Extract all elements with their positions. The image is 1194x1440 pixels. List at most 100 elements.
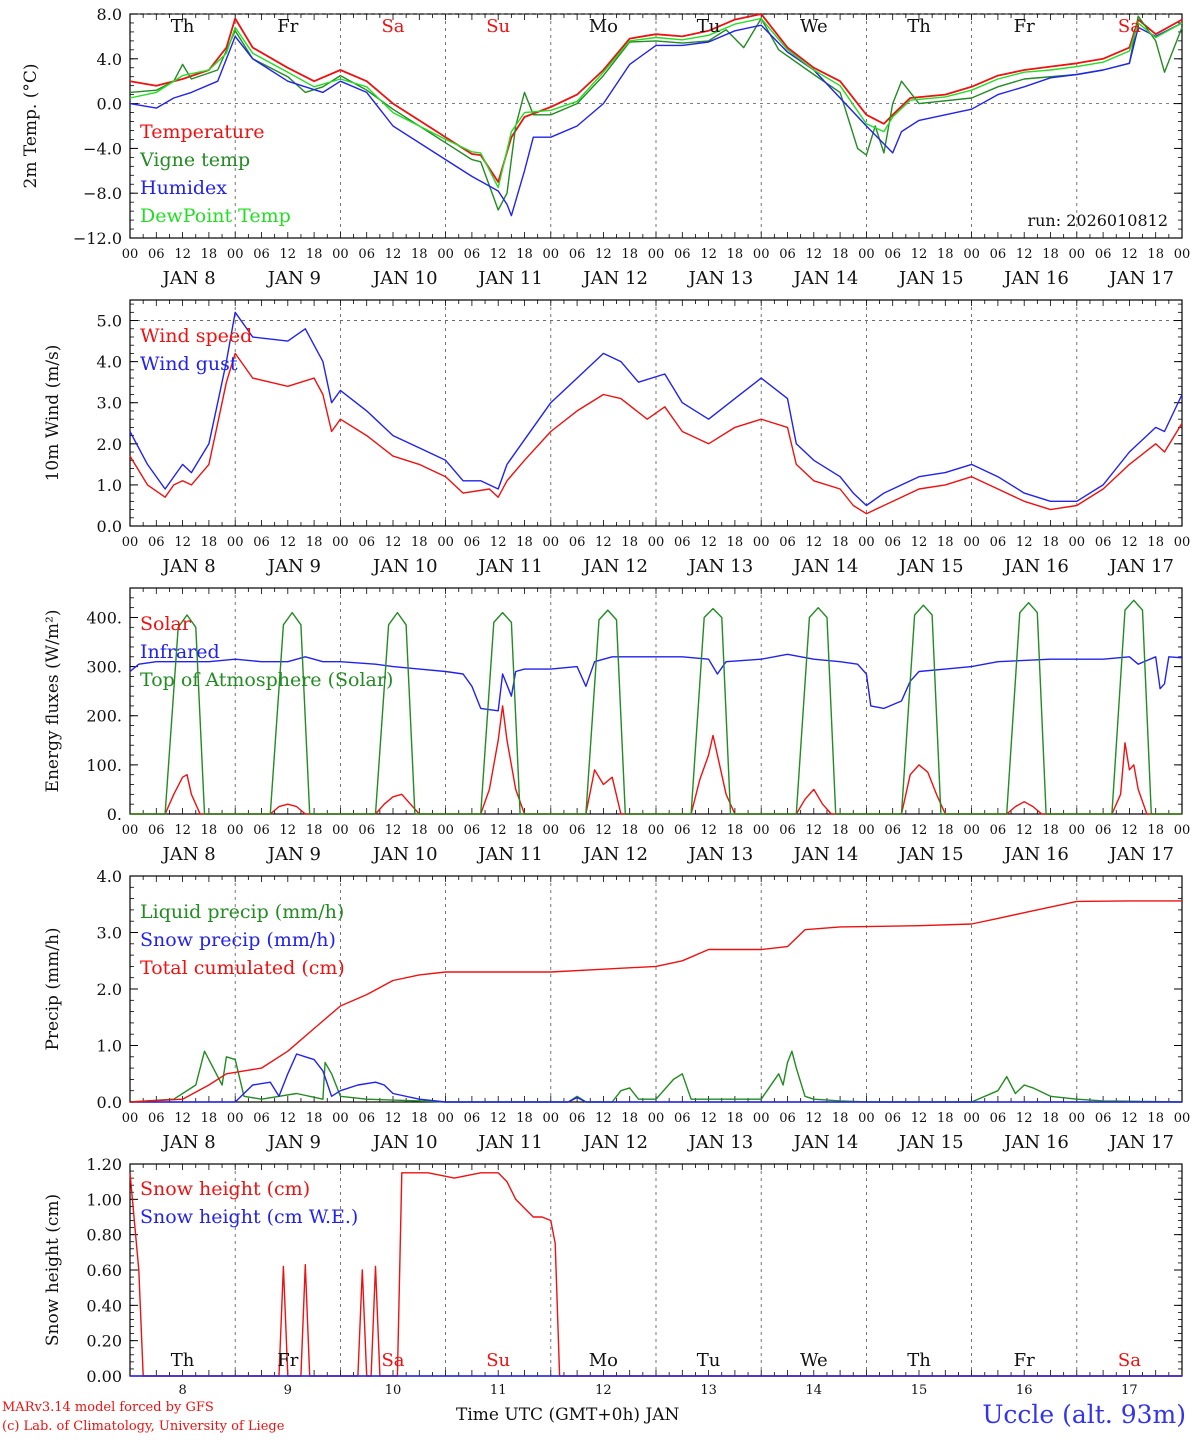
x-hour-label: 12	[911, 247, 928, 262]
x-date-label: JAN 9	[266, 1132, 321, 1153]
x-hour-label: 12	[806, 247, 823, 262]
day-number-label: 15	[911, 1383, 928, 1395]
x-hour-label: 18	[201, 247, 218, 262]
legend-entry: Liquid precip (mm/h)	[140, 901, 344, 923]
legend-entry: Snow precip (mm/h)	[140, 929, 336, 951]
day-number-label: 13	[700, 1383, 717, 1395]
x-hour-label: 12	[385, 247, 402, 262]
y-axis-label: 2m Temp. (°C)	[21, 63, 41, 188]
x-hour-label: 12	[1121, 1111, 1138, 1126]
x-hour-label: 06	[464, 823, 481, 838]
x-hour-label: 12	[911, 535, 928, 550]
x-hour-label: 12	[1016, 1111, 1033, 1126]
x-date-label: JAN 13	[687, 556, 754, 577]
x-hour-label: 06	[1095, 823, 1112, 838]
x-hour-label: 00	[1069, 535, 1086, 550]
x-hour-label: 00	[332, 535, 349, 550]
x-hour-label: 06	[358, 247, 375, 262]
day-number-label: 8	[178, 1383, 186, 1395]
x-hour-label: 06	[569, 247, 586, 262]
x-hour-label: 12	[806, 823, 823, 838]
series-line-liquid-precip-mm-h	[129, 1050, 1183, 1103]
x-date-label: JAN 11	[476, 1132, 543, 1153]
x-hour-label: 18	[937, 823, 954, 838]
day-number-label: 10	[385, 1383, 402, 1395]
x-hour-label: 12	[490, 535, 507, 550]
x-hour-label: 12	[595, 823, 612, 838]
x-hour-label: 00	[437, 1111, 454, 1126]
x-hour-label: 00	[753, 535, 770, 550]
model-credit-line1: MARv3.14 model forced by GFS	[2, 1400, 214, 1415]
x-hour-label: 12	[280, 247, 297, 262]
x-hour-label: 06	[358, 823, 375, 838]
x-hour-label: 06	[779, 247, 796, 262]
x-hour-label: 00	[122, 823, 139, 838]
y-axis-label: Precip (mm/h)	[43, 927, 63, 1050]
meteogram-figure: −12.0 −8.0 −4.0 0.0 4.0 8.0 2m Temp. (°C) 00 06 1…	[21, 5, 1191, 1395]
x-hour-label: 18	[1042, 535, 1059, 550]
x-hour-label: 06	[884, 535, 901, 550]
x-hour-label: 00	[1174, 823, 1191, 838]
x-hour-label: 12	[1016, 247, 1033, 262]
x-hour-label: 06	[569, 823, 586, 838]
day-name-label: Tu	[697, 1350, 721, 1371]
x-date-label: JAN 8	[161, 556, 216, 577]
x-hour-label: 18	[621, 823, 638, 838]
x-date-label: JAN 9	[266, 268, 321, 289]
series-line-dewpoint-temp	[129, 17, 1183, 189]
x-hour-label: 12	[174, 535, 191, 550]
day-name-label: We	[800, 1350, 828, 1371]
day-name-label: Sa	[1118, 1350, 1141, 1371]
day-name-label: Th	[907, 1350, 931, 1371]
x-hour-label: 06	[884, 1111, 901, 1126]
x-hour-label: 06	[990, 247, 1007, 262]
day-name-label: Su	[486, 16, 510, 37]
x-hour-label: 06	[990, 1111, 1007, 1126]
y-axis-label: Snow height (cm)	[43, 1194, 63, 1346]
day-name-label: Mo	[589, 1350, 618, 1371]
x-date-label: JAN 17	[1107, 844, 1174, 865]
x-hour-label: 00	[858, 823, 875, 838]
x-hour-label: 00	[858, 1111, 875, 1126]
x-date-label: JAN 14	[792, 1132, 859, 1153]
x-hour-label: 12	[1121, 823, 1138, 838]
x-hour-label: 06	[884, 247, 901, 262]
x-hour-label: 12	[806, 535, 823, 550]
legend-entry: Vigne temp	[139, 149, 250, 171]
y-tick-label: 2.0	[97, 435, 122, 454]
x-hour-label: 18	[1042, 823, 1059, 838]
x-hour-label: 00	[437, 535, 454, 550]
x-hour-label: 06	[674, 823, 691, 838]
run-label: run: 2026010812	[1027, 211, 1168, 230]
x-hour-label: 00	[1069, 247, 1086, 262]
x-hour-label: 12	[1016, 535, 1033, 550]
x-hour-label: 00	[963, 823, 980, 838]
day-name-label: Sa	[381, 16, 404, 37]
x-hour-label: 18	[411, 1111, 428, 1126]
x-hour-label: 12	[174, 247, 191, 262]
x-date-label: JAN 11	[476, 844, 543, 865]
x-hour-label: 06	[464, 535, 481, 550]
x-hour-label: 12	[280, 823, 297, 838]
x-date-label: JAN 12	[581, 844, 648, 865]
x-hour-label: 00	[648, 823, 665, 838]
x-hour-label: 12	[490, 823, 507, 838]
x-hour-label: 06	[674, 1111, 691, 1126]
x-hour-label: 18	[1147, 823, 1164, 838]
x-hour-label: 12	[700, 247, 717, 262]
x-hour-label: 00	[858, 535, 875, 550]
y-tick-label: 1.00	[86, 1190, 122, 1209]
x-date-label: JAN 14	[792, 844, 859, 865]
x-hour-label: 00	[648, 1111, 665, 1126]
legend-entry: Top of Atmosphere (Solar)	[140, 669, 393, 691]
x-hour-label: 12	[174, 823, 191, 838]
x-hour-label: 00	[332, 823, 349, 838]
x-hour-label: 18	[201, 1111, 218, 1126]
x-hour-label: 18	[201, 535, 218, 550]
x-date-label: JAN 14	[792, 556, 859, 577]
y-tick-label: 100.	[86, 756, 122, 775]
x-hour-label: 00	[1174, 1111, 1191, 1126]
y-tick-label: 0.0	[97, 1093, 122, 1112]
x-hour-label: 12	[595, 1111, 612, 1126]
day-name-label: Su	[486, 1350, 510, 1371]
